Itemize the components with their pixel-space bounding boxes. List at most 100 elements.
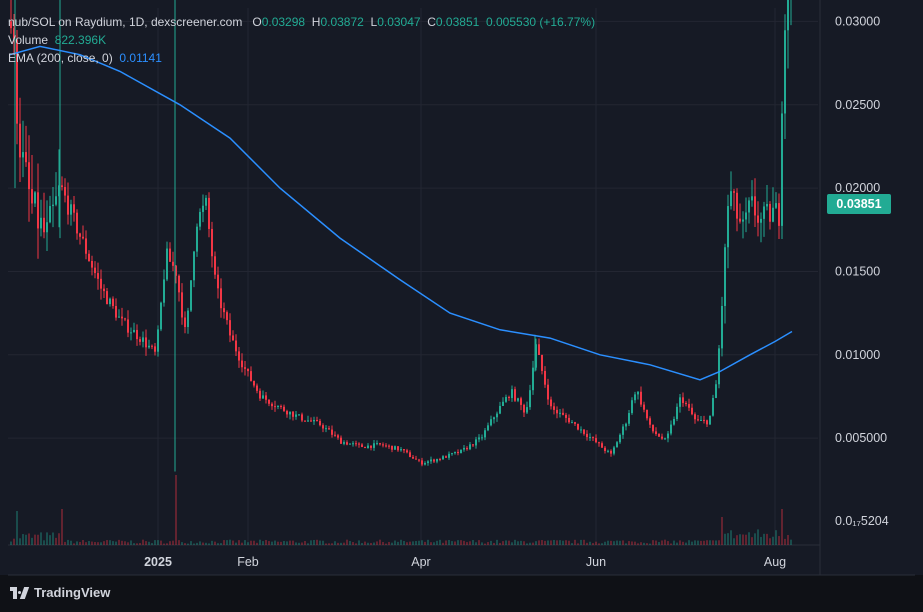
volume-bar bbox=[679, 540, 681, 545]
volume-bar bbox=[391, 542, 393, 545]
volume-bar bbox=[103, 541, 105, 545]
volume-bar bbox=[502, 541, 504, 545]
candle-body bbox=[550, 399, 552, 407]
candle-body bbox=[430, 459, 432, 462]
candle-body bbox=[235, 340, 237, 352]
candle-body bbox=[595, 438, 597, 443]
volume-bar bbox=[772, 536, 774, 545]
volume-bar bbox=[484, 543, 486, 545]
volume-bar bbox=[280, 541, 282, 545]
candle-body bbox=[382, 444, 384, 446]
candle-body bbox=[238, 351, 240, 361]
volume-bar bbox=[133, 543, 135, 545]
candle-body bbox=[784, 30, 786, 114]
candle-body bbox=[391, 445, 393, 450]
candle-body bbox=[538, 344, 540, 355]
volume-bar bbox=[535, 541, 537, 545]
symbol-label: nub/SOL on Raydium, 1D, dexscreener.com bbox=[8, 15, 243, 29]
volume-bar bbox=[448, 539, 450, 545]
candle-body bbox=[700, 419, 702, 421]
candle-body bbox=[721, 305, 723, 349]
candle-body bbox=[493, 417, 495, 420]
candle-body bbox=[643, 404, 645, 410]
volume-bar bbox=[643, 542, 645, 545]
candle-body bbox=[271, 403, 273, 407]
volume-bar bbox=[538, 540, 540, 545]
volume-bar bbox=[742, 534, 744, 545]
volume-bar bbox=[724, 533, 726, 545]
volume-bar bbox=[652, 540, 654, 545]
candle-body bbox=[280, 405, 282, 407]
volume-bar bbox=[520, 540, 522, 545]
candle-body bbox=[337, 435, 339, 438]
volume-bar bbox=[151, 543, 153, 545]
candle-body bbox=[757, 215, 759, 223]
candle-body bbox=[247, 368, 249, 372]
volume-bar bbox=[142, 539, 144, 545]
ema-label: EMA (200, close, 0) bbox=[8, 51, 113, 65]
candle-body bbox=[490, 419, 492, 426]
candle-body bbox=[79, 233, 81, 237]
candle-body bbox=[214, 256, 216, 275]
volume-bar bbox=[157, 540, 159, 545]
volume-bar bbox=[721, 517, 723, 545]
volume-bar bbox=[55, 537, 57, 545]
volume-bar bbox=[136, 543, 138, 545]
candle-body bbox=[739, 218, 741, 222]
candle-body bbox=[574, 422, 576, 424]
candle-body bbox=[460, 449, 462, 454]
volume-bar bbox=[148, 541, 150, 545]
volume-bar bbox=[700, 540, 702, 545]
candle-body bbox=[190, 280, 192, 311]
candle-body bbox=[31, 189, 33, 204]
volume-bar bbox=[439, 539, 441, 545]
volume-bar bbox=[328, 543, 330, 545]
volume-bar bbox=[373, 542, 375, 545]
volume-bar bbox=[367, 542, 369, 545]
candle-body bbox=[424, 463, 426, 465]
volume-bar bbox=[709, 540, 711, 545]
tradingview-logo[interactable]: TradingView bbox=[10, 585, 110, 600]
volume-bar bbox=[424, 541, 426, 545]
candle-body bbox=[109, 298, 111, 305]
candle-body bbox=[736, 192, 738, 219]
candle-body bbox=[310, 420, 312, 422]
candle-body bbox=[769, 203, 771, 222]
ema-line bbox=[9, 45, 793, 381]
volume-bar bbox=[187, 543, 189, 545]
volume-bar bbox=[259, 539, 261, 545]
candle-body bbox=[40, 217, 42, 229]
volume-bar bbox=[229, 539, 231, 545]
volume-bar bbox=[706, 540, 708, 545]
candle-body bbox=[334, 434, 336, 436]
candle-body bbox=[148, 345, 150, 348]
volume-bar bbox=[607, 540, 609, 545]
volume-bar bbox=[238, 540, 240, 545]
candle-body bbox=[172, 261, 174, 266]
candle-body bbox=[145, 337, 147, 348]
candle-body bbox=[520, 398, 522, 405]
candle-body bbox=[76, 212, 78, 234]
candle-body bbox=[142, 337, 144, 342]
volume-bar bbox=[172, 540, 174, 545]
volume-bar bbox=[370, 542, 372, 545]
candle-body bbox=[64, 187, 66, 196]
ema-value: 0.01141 bbox=[119, 51, 162, 65]
tradingview-icon bbox=[10, 586, 30, 599]
candle-body bbox=[592, 437, 594, 439]
open-key: O bbox=[252, 15, 262, 29]
candle-body bbox=[625, 423, 627, 427]
volume-bar bbox=[646, 543, 648, 545]
candle-body bbox=[562, 412, 564, 415]
volume-bar bbox=[169, 541, 171, 545]
volume-bar bbox=[781, 509, 783, 545]
candle-body bbox=[499, 405, 501, 414]
candle-body bbox=[16, 39, 18, 124]
volume-bar bbox=[235, 542, 237, 545]
candle-body bbox=[694, 414, 696, 420]
y-tick-label: 0.01000 bbox=[835, 348, 880, 362]
y-tick-label: 0.02000 bbox=[835, 181, 880, 195]
volume-bar bbox=[577, 543, 579, 545]
volume-bar bbox=[769, 538, 771, 545]
